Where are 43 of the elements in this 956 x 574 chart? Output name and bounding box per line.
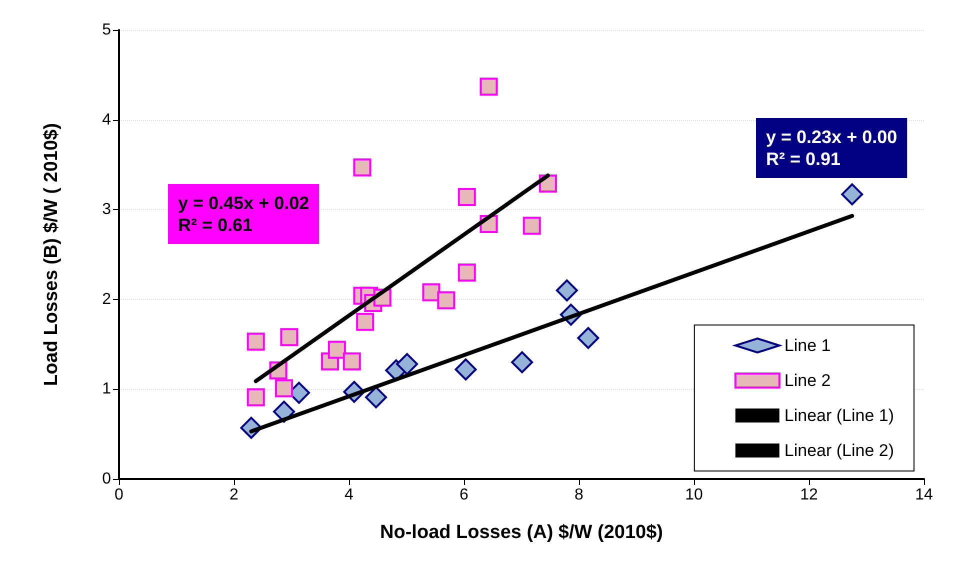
- point: [328, 340, 346, 359]
- point: [480, 78, 498, 96]
- legend-label: Linear (Line 1): [784, 406, 894, 425]
- x-tick-label: 8: [574, 486, 584, 504]
- legend-label: Linear (Line 2): [784, 441, 894, 460]
- x-tick-label: 14: [915, 486, 933, 504]
- point: [275, 379, 294, 398]
- point: [246, 388, 265, 406]
- x-tick-label: 6: [460, 486, 469, 504]
- point: [458, 188, 476, 206]
- x-axis-title: No-load Losses (A) $/W (2010$): [380, 522, 663, 543]
- point: [454, 358, 477, 380]
- point: [246, 332, 265, 351]
- point: [396, 353, 418, 376]
- x-tick-label: 10: [685, 486, 703, 504]
- point: [437, 291, 456, 310]
- point: [353, 158, 372, 176]
- point: [342, 352, 361, 370]
- y-tick-label: 0: [102, 470, 112, 488]
- x-tick-label: 12: [800, 486, 818, 504]
- point: [577, 327, 600, 350]
- legend-label: Line 2: [784, 371, 831, 390]
- y-tick-label: 5: [102, 22, 112, 38]
- point: [422, 283, 440, 302]
- point: [356, 312, 374, 331]
- point: [365, 386, 388, 408]
- annotation: y = 0.45x + 0.02 R² = 0.61: [178, 193, 310, 235]
- y-tick-label: 4: [102, 111, 112, 128]
- y-tick-label: 1: [102, 380, 112, 398]
- point: [841, 183, 864, 206]
- point: [511, 351, 534, 374]
- y-tick-label: 3: [102, 201, 112, 218]
- y-tick-label: 2: [102, 290, 112, 308]
- legend-label: Line 1: [784, 336, 831, 355]
- y-axis-title: Load Losses (B) $/W ( 2010$): [41, 123, 62, 386]
- x-tick-label: 4: [344, 486, 354, 504]
- x-tick-label: 0: [114, 486, 124, 504]
- point: [556, 279, 578, 302]
- annotation: y = 0.23x + 0.00 R² = 0.91: [766, 127, 898, 169]
- x-tick-label: 2: [230, 486, 239, 504]
- point: [458, 263, 476, 282]
- point: [280, 328, 298, 346]
- point: [522, 216, 541, 235]
